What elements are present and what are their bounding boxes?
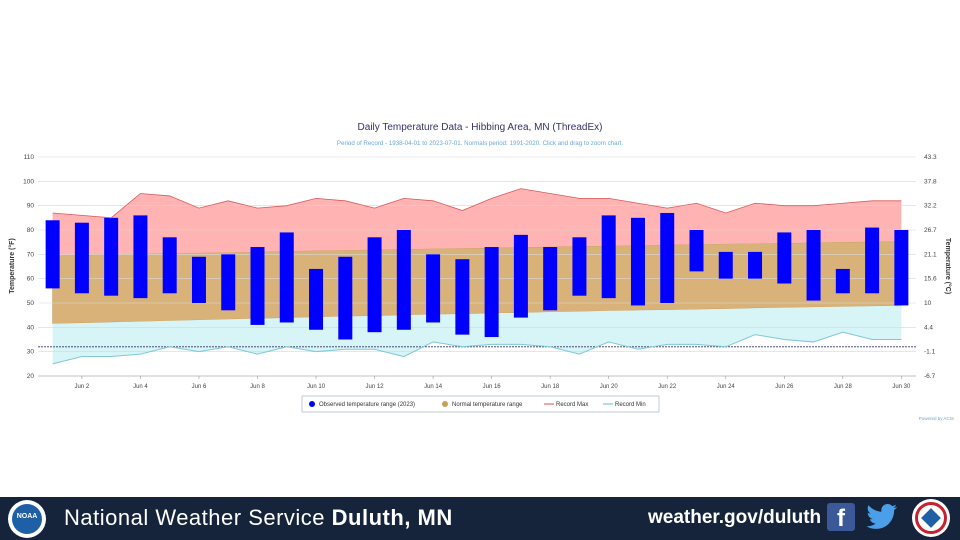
record-band-layer (52, 188, 902, 364)
y2-tick-label: 32.2 (924, 203, 937, 210)
legend-box (301, 395, 660, 413)
y2-axis-title: Temperature (°C) (944, 238, 952, 294)
observed-bar[interactable] (367, 237, 382, 333)
facebook-icon[interactable]: f (827, 503, 855, 532)
credit-link[interactable]: Powered by ACIS (919, 416, 954, 421)
x-tick-label: Jun 10 (307, 384, 326, 390)
axes-layer: 20 -6.7 30 -1.1 40 4.4 50 10 60 15.6 70 21.1 80 26.7 9… (23, 154, 937, 390)
x-tick-label: Jun 24 (717, 384, 736, 390)
y-tick-label: 60 (27, 276, 35, 283)
grid-layer (38, 156, 916, 377)
legend-swatch[interactable] (442, 401, 448, 407)
observed-bar[interactable] (338, 256, 353, 340)
observed-bar[interactable] (777, 232, 792, 284)
record-max-line (52, 188, 902, 219)
observed-bar[interactable] (513, 234, 528, 318)
observed-bar[interactable] (279, 232, 294, 323)
record-min-line (52, 331, 902, 365)
x-tick-label: Jun 28 (834, 384, 853, 390)
record-max-band (52, 188, 902, 256)
y-tick-label: 70 (27, 251, 35, 258)
legend-item-label[interactable]: Observed temperature range (2023) (319, 402, 415, 408)
x-tick-label: Jun 2 (75, 384, 90, 390)
x-tick-label: Jun 8 (250, 384, 265, 390)
observed-bar[interactable] (660, 212, 675, 303)
legend-item-label[interactable]: Record Max (556, 402, 588, 408)
record-lines-layer (52, 188, 902, 365)
temperature-chart[interactable]: 20 -6.7 30 -1.1 40 4.4 50 10 60 15.6 70 21.1 80 26.7 9… (0, 0, 960, 497)
legend-item-label[interactable]: Record Min (615, 402, 646, 408)
org-office: Duluth, MN (331, 505, 453, 530)
y-tick-label: 100 (23, 178, 34, 185)
footer-banner: NOAA National Weather Service Duluth, MN… (0, 497, 960, 540)
x-tick-label: Jun 20 (600, 384, 619, 390)
observed-bar[interactable] (104, 217, 119, 296)
x-tick-label: Jun 30 (892, 384, 911, 390)
observed-bar[interactable] (45, 220, 60, 289)
x-tick-label: Jun 4 (133, 384, 148, 390)
observed-bar[interactable] (250, 247, 265, 325)
x-tick-label: Jun 18 (541, 384, 560, 390)
x-tick-label: Jun 22 (658, 384, 677, 390)
y-axis-title: Temperature (°F) (8, 238, 16, 294)
observed-bar[interactable] (455, 259, 470, 335)
observed-bar[interactable] (601, 215, 616, 299)
x-tick-label: Jun 14 (424, 384, 443, 390)
observed-bar[interactable] (133, 215, 148, 299)
y-tick-label: 40 (27, 324, 35, 331)
y2-tick-label: 21.1 (924, 251, 937, 258)
website-link[interactable]: weather.gov/duluth (648, 507, 822, 528)
noaa-logo-icon: NOAA (8, 500, 46, 538)
y-tick-label: 110 (24, 154, 35, 161)
observed-bar[interactable] (865, 227, 880, 294)
chart-legend: Observed temperature range (2023) Normal … (301, 395, 660, 413)
y-tick-label: 30 (27, 349, 35, 356)
legend-swatch[interactable] (309, 401, 315, 407)
x-tick-label: Jun 6 (192, 384, 207, 390)
y2-tick-label: 4.4 (924, 324, 933, 331)
x-tick-label: Jun 12 (366, 384, 385, 390)
twitter-icon[interactable] (866, 503, 898, 531)
observed-bar[interactable] (191, 256, 206, 303)
observed-bar[interactable] (309, 268, 324, 330)
observed-bar[interactable] (396, 230, 411, 330)
observed-bar[interactable] (162, 237, 177, 294)
org-title: National Weather Service Duluth, MN (64, 505, 453, 531)
y-tick-label: 90 (27, 203, 35, 210)
x-tick-label: Jun 26 (775, 384, 794, 390)
y2-tick-label: -6.7 (924, 373, 936, 380)
y-tick-label: 20 (27, 373, 35, 380)
observed-bars-layer (45, 212, 909, 340)
y-tick-label: 50 (27, 300, 35, 307)
y-tick-label: 80 (27, 227, 35, 234)
legend-item-label[interactable]: Normal temperature range (452, 402, 523, 408)
org-prefix: National Weather Service (64, 505, 326, 530)
observed-bar[interactable] (572, 237, 587, 296)
y2-tick-label: 15.6 (924, 276, 937, 283)
observed-bar[interactable] (835, 268, 850, 294)
observed-bar[interactable] (689, 230, 704, 272)
observed-bar[interactable] (894, 230, 909, 306)
observed-bar[interactable] (426, 254, 441, 323)
observed-bar[interactable] (484, 247, 499, 338)
observed-bar[interactable] (630, 217, 645, 306)
observed-bar[interactable] (806, 230, 821, 301)
observed-bar[interactable] (543, 247, 558, 311)
x-tick-label: Jun 16 (483, 384, 502, 390)
record-min-band (52, 305, 902, 364)
y2-tick-label: 26.7 (924, 227, 937, 234)
observed-bar[interactable] (718, 251, 733, 279)
y2-tick-label: 10 (924, 300, 932, 307)
y2-tick-label: 37.8 (924, 178, 937, 185)
y2-tick-label: -1.1 (924, 349, 936, 356)
nws-seal-icon (912, 499, 950, 537)
chart-title: Daily Temperature Data - Hibbing Area, M… (358, 122, 603, 133)
observed-bar[interactable] (748, 251, 763, 279)
chart-subtitle: Period of Record - 1938-04-01 to 2023-07… (337, 140, 623, 147)
observed-bar[interactable] (221, 254, 236, 311)
y2-tick-label: 43.3 (924, 154, 937, 161)
observed-bar[interactable] (74, 222, 89, 294)
